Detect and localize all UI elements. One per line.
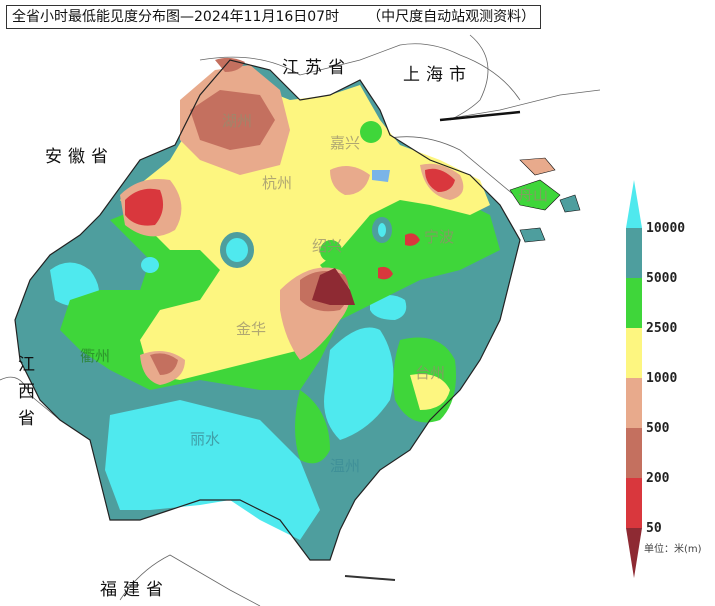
yangtze-boundary bbox=[439, 110, 521, 122]
label-anhui: 安徽省 bbox=[45, 147, 114, 167]
legend-label-50: 50 bbox=[646, 521, 662, 536]
city-zhoushan: 舟山 bbox=[518, 186, 549, 204]
city-taizhou: 台州 bbox=[415, 364, 446, 382]
legend-swatch-200-500 bbox=[626, 428, 642, 478]
legend-label-10000: 10000 bbox=[646, 221, 686, 236]
label-shanghai: 上海市 bbox=[403, 65, 472, 85]
zhejiang-province bbox=[14, 57, 581, 561]
city-huzhou: 湖州 bbox=[222, 112, 253, 130]
legend-label-1000: 1000 bbox=[646, 371, 678, 386]
label-jiangxi: 江西省 bbox=[14, 355, 34, 436]
visibility-200-500 bbox=[190, 90, 275, 150]
visibility-lt50 bbox=[312, 268, 355, 305]
legend-label-500: 500 bbox=[646, 421, 670, 436]
city-hangzhou: 杭州 bbox=[262, 174, 293, 192]
visibility-50-200 bbox=[405, 233, 420, 246]
legend-label-2500: 2500 bbox=[646, 321, 678, 336]
legend-unit: 单位：米(m) bbox=[644, 544, 702, 555]
city-quzhou: 衢州 bbox=[80, 347, 111, 365]
city-jinhua: 金华 bbox=[236, 320, 267, 338]
legend-colorbar bbox=[626, 180, 642, 578]
visibility-2500-5000 bbox=[295, 390, 330, 464]
city-lishui: 丽水 bbox=[190, 430, 221, 448]
visibility-200-500 bbox=[150, 353, 178, 375]
label-fujian: 福建省 bbox=[100, 580, 169, 600]
boundary-segment bbox=[344, 575, 396, 581]
visibility-gt10000 bbox=[141, 257, 159, 273]
visibility-gt10000 bbox=[370, 295, 407, 320]
legend-label-5000: 5000 bbox=[646, 271, 678, 286]
visibility-2500-5000 bbox=[320, 240, 342, 262]
legend-swatch-5000-10000 bbox=[626, 228, 642, 278]
city-ningbo: 宁波 bbox=[424, 228, 455, 246]
legend-swatch-2500-5000 bbox=[626, 278, 642, 328]
legend-swatch-lt50 bbox=[626, 528, 642, 578]
visibility-500-1000 bbox=[330, 166, 370, 195]
visibility-2500-5000 bbox=[360, 121, 382, 143]
visibility-50-200 bbox=[425, 168, 455, 192]
province-outline bbox=[14, 59, 521, 561]
city-jiaxing: 嘉兴 bbox=[330, 134, 361, 152]
legend-swatch-gt10000 bbox=[626, 180, 642, 228]
city-wenzhou: 温州 bbox=[330, 457, 361, 475]
visibility-1000-2500 bbox=[410, 374, 450, 410]
visibility-50-200 bbox=[378, 266, 393, 280]
visibility-50-200 bbox=[125, 188, 164, 226]
city-shaoxing: 绍兴 bbox=[312, 237, 343, 255]
title-main: 全省小时最低能见度分布图—2024年11月16日07时 bbox=[12, 9, 340, 25]
legend-swatch-1000-2500 bbox=[626, 328, 642, 378]
visibility-gt10000 bbox=[372, 217, 392, 243]
visibility-gt10000 bbox=[220, 232, 254, 268]
map-title: 全省小时最低能见度分布图—2024年11月16日07时 （中尺度自动站观测资料） bbox=[6, 5, 542, 29]
title-source: （中尺度自动站观测资料） bbox=[367, 9, 536, 25]
cyan-water-patch bbox=[372, 170, 390, 182]
visibility-gt10000 bbox=[105, 400, 320, 540]
coastal-islands bbox=[509, 157, 581, 243]
legend-label-200: 200 bbox=[646, 471, 670, 486]
legend-swatch-50-200 bbox=[626, 478, 642, 528]
label-jiangsu: 江苏省 bbox=[282, 58, 351, 78]
legend-swatch-500-1000 bbox=[626, 378, 642, 428]
visibility-gt10000 bbox=[324, 327, 394, 440]
